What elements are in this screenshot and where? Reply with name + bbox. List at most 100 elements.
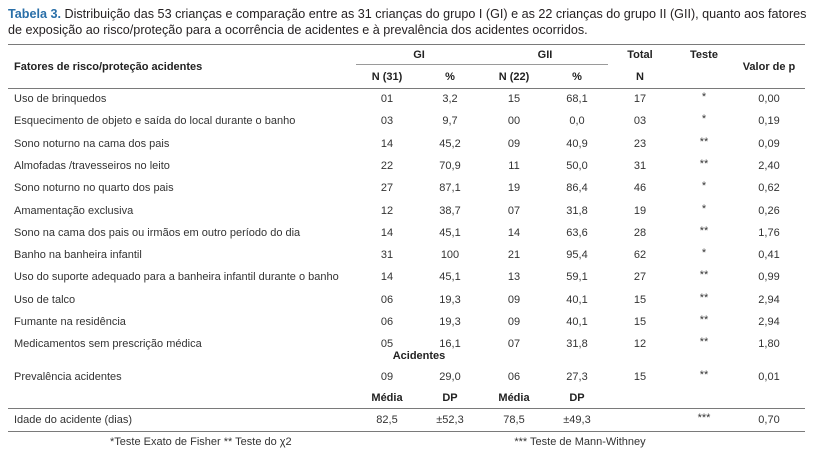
row-gi-pct: 45,1 xyxy=(439,226,461,239)
row-gii-n: 21 xyxy=(507,249,521,262)
row-test: * xyxy=(701,91,707,103)
row-gii-n: 09 xyxy=(507,293,521,306)
row-gii-pct: 59,1 xyxy=(566,271,588,284)
row-gii-pct: 31,8 xyxy=(566,204,588,217)
row-gii-pct: 95,4 xyxy=(566,249,588,262)
row-total: 03 xyxy=(633,115,647,128)
row-gii-pct: 86,4 xyxy=(566,182,588,195)
header-total: Total xyxy=(627,49,653,61)
row-p-value: 0,99 xyxy=(758,271,780,284)
row-total: 28 xyxy=(633,226,647,239)
header-teste: Teste xyxy=(690,49,718,61)
row-total: 23 xyxy=(633,137,647,150)
row-gii-n: 07 xyxy=(507,338,521,351)
row-total: 19 xyxy=(633,204,647,217)
row-total: 27 xyxy=(633,271,647,284)
row-gi-n: 22 xyxy=(380,159,394,172)
row-gii-pct: 0,0 xyxy=(569,115,585,128)
row-gi-n: 05 xyxy=(380,338,394,351)
row-test: ** xyxy=(699,269,709,282)
row-p-value: 1,76 xyxy=(758,226,780,239)
row-p-value: 2,40 xyxy=(758,159,780,172)
sub-header-dp-gii: DP xyxy=(569,392,585,404)
prevalence-gi-pct: 29,0 xyxy=(439,371,461,383)
table-bottom-rule xyxy=(8,431,805,432)
prevalence-total: 15 xyxy=(633,371,647,383)
sub-header-media-gii: Média xyxy=(498,392,530,404)
row-gi-pct: 19,3 xyxy=(439,316,461,328)
header-group-rule xyxy=(356,64,608,65)
row-test: ** xyxy=(699,224,709,237)
prevalence-gi-n: 09 xyxy=(380,371,394,383)
row-gi-pct: 70,9 xyxy=(439,159,461,172)
sub-header-media-gi: Média xyxy=(371,392,403,404)
row-p-value: 2,94 xyxy=(758,316,780,328)
footnote-tests-right: *** Teste de Mann-Withney xyxy=(514,436,646,448)
row-gi-pct: 100 xyxy=(440,249,460,262)
table-top-rule xyxy=(8,44,805,45)
idade-label: Idade do acidente (dias) xyxy=(14,414,133,426)
row-p-value: 0,19 xyxy=(758,115,780,128)
row-gi-n: 14 xyxy=(380,226,394,239)
sub-header-dp-gi: DP xyxy=(442,392,458,404)
row-label: Uso de brinquedos xyxy=(14,93,107,105)
row-gii-n: 07 xyxy=(507,204,521,217)
row-gi-pct: 45,2 xyxy=(439,137,461,150)
row-gi-n: 03 xyxy=(380,115,394,128)
row-gi-n: 06 xyxy=(380,293,394,306)
row-test: * xyxy=(701,247,707,260)
row-total: 15 xyxy=(633,293,647,306)
row-gi-n: 01 xyxy=(380,93,394,105)
row-gii-n: 11 xyxy=(508,159,520,172)
row-gii-n: 09 xyxy=(507,316,521,328)
row-gii-n: 13 xyxy=(507,271,521,284)
row-gii-pct: 63,6 xyxy=(566,226,588,239)
header-gi: GI xyxy=(413,49,425,61)
idade-test: *** xyxy=(697,412,711,424)
row-test: * xyxy=(701,202,707,215)
row-gi-pct: 9,7 xyxy=(442,115,458,128)
row-label: Almofadas /travesseiros no leito xyxy=(14,159,170,172)
idade-media-gi: 82,5 xyxy=(376,414,398,426)
row-gii-pct: 40,1 xyxy=(566,316,588,328)
row-total: 17 xyxy=(633,93,647,105)
acidentes-heading: Acidentes xyxy=(392,350,446,362)
row-total: 46 xyxy=(633,182,647,195)
row-label: Amamentação exclusiva xyxy=(14,204,134,217)
header-p-value: Valor de p xyxy=(742,61,796,73)
row-label: Uso do suporte adequado para a banheira … xyxy=(14,271,339,284)
row-gi-n: 31 xyxy=(380,249,394,262)
prevalence-gii-pct: 27,3 xyxy=(566,371,588,383)
row-gii-n: 19 xyxy=(507,182,521,195)
row-gi-pct: 16,1 xyxy=(439,338,461,351)
row-p-value: 0,09 xyxy=(758,137,780,150)
prevalence-test: ** xyxy=(699,369,709,381)
row-label: Sono noturno na cama dos pais xyxy=(14,137,170,150)
row-gii-n: 00 xyxy=(507,115,521,128)
row-total: 12 xyxy=(633,338,647,351)
table-caption-text: Distribuição das 53 crianças e comparaçã… xyxy=(8,7,807,37)
row-label: Fumante na residência xyxy=(14,316,126,328)
sub-header-rule xyxy=(8,408,805,409)
row-p-value: 0,00 xyxy=(758,93,780,105)
header-pct1: % xyxy=(445,71,455,83)
header-factors: Fatores de risco/proteção acidentes xyxy=(14,61,203,73)
idade-p-value: 0,70 xyxy=(758,414,780,426)
row-total: 31 xyxy=(633,159,647,172)
row-gi-n: 27 xyxy=(380,182,394,195)
row-label: Sono noturno no quarto dos pais xyxy=(14,182,174,195)
row-test: * xyxy=(701,113,707,126)
row-test: ** xyxy=(699,135,709,148)
row-gi-pct: 3,2 xyxy=(442,93,458,105)
row-label: Esquecimento de objeto e saída do local … xyxy=(14,115,296,128)
header-n: N xyxy=(636,71,644,83)
row-test: ** xyxy=(699,291,709,304)
header-n22: N (22) xyxy=(498,71,530,83)
header-pct2: % xyxy=(572,71,582,83)
row-total: 15 xyxy=(633,316,647,328)
header-n31: N (31) xyxy=(371,71,403,83)
header-bottom-rule xyxy=(8,88,805,89)
row-gii-n: 09 xyxy=(507,137,521,150)
row-p-value: 1,80 xyxy=(758,338,780,351)
row-p-value: 0,62 xyxy=(758,182,780,195)
